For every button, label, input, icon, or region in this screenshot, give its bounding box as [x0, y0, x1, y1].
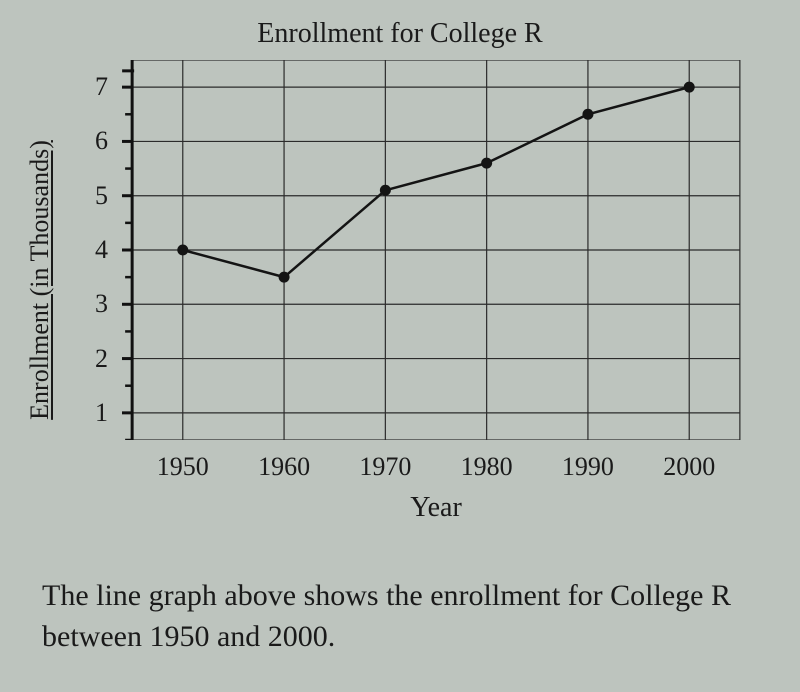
page-root: Enrollment for College R Enrollment (in … [0, 0, 800, 692]
x-axis-ticks: 1950 1960 1970 1980 1990 2000 [122, 452, 750, 492]
x-axis-label: Year [122, 492, 750, 524]
y-tick-label: 1 [84, 398, 108, 428]
y-tick-label: 5 [84, 181, 108, 211]
y-tick-label: 3 [84, 289, 108, 319]
y-tick-label: 2 [84, 344, 108, 374]
y-axis-label: Enrollment (in Thousands) [25, 140, 55, 420]
x-tick-label: 1970 [359, 452, 411, 482]
y-tick-label: 7 [84, 72, 108, 102]
y-tick-label: 6 [84, 126, 108, 156]
x-tick-label: 2000 [663, 452, 715, 482]
y-tick-label: 4 [84, 235, 108, 265]
x-tick-label: 1950 [157, 452, 209, 482]
x-tick-label: 1990 [562, 452, 614, 482]
x-tick-label: 1960 [258, 452, 310, 482]
chart-title: Enrollment for College R [0, 18, 800, 50]
plot-area [122, 60, 750, 440]
caption-text: The line graph above shows the enrollmen… [42, 576, 760, 657]
x-tick-label: 1980 [461, 452, 513, 482]
chart-container: Enrollment (in Thousands) 1234567 195019… [50, 60, 770, 500]
chart-svg [122, 60, 750, 440]
